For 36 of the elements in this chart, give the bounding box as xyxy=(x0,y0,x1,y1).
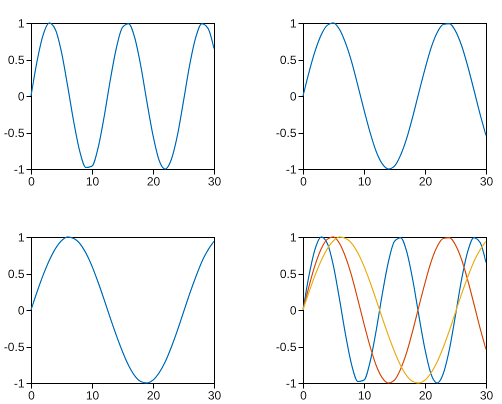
x-tick-label: 20 xyxy=(418,388,432,402)
y-tick-label: -1 xyxy=(286,162,297,176)
y-tick-label: 0 xyxy=(290,304,297,318)
y-tick-label: 0 xyxy=(18,304,25,318)
y-tick-label: 0.5 xyxy=(280,267,297,281)
x-tick-label: 10 xyxy=(86,174,100,188)
y-tick-label: 1 xyxy=(18,16,25,30)
y-tick-label: 0.5 xyxy=(8,267,25,281)
y-tick-label: 0.5 xyxy=(8,53,25,67)
y-tick-label: -1 xyxy=(286,376,297,390)
x-tick-label: 30 xyxy=(208,388,222,402)
y-tick-label: 0 xyxy=(18,90,25,104)
y-tick-label: -0.5 xyxy=(276,126,297,140)
y-tick-label: -1 xyxy=(14,162,25,176)
x-tick-label: 30 xyxy=(480,174,494,188)
y-tick-label: -0.5 xyxy=(276,340,297,354)
x-tick-label: 0 xyxy=(28,388,36,402)
x-tick-label: 20 xyxy=(146,174,160,188)
x-tick-label: 10 xyxy=(358,174,372,188)
y-tick-label: 1 xyxy=(18,230,25,244)
x-tick-label: 20 xyxy=(146,388,160,402)
x-tick-label: 0 xyxy=(300,174,308,188)
y-tick-label: 1 xyxy=(290,230,297,244)
x-tick-label: 10 xyxy=(358,388,372,402)
y-tick-label: -0.5 xyxy=(4,126,25,140)
y-tick-label: -0.5 xyxy=(4,340,25,354)
y-tick-label: 0.5 xyxy=(280,53,297,67)
y-tick-label: 0 xyxy=(290,90,297,104)
x-tick-label: 20 xyxy=(418,174,432,188)
x-tick-label: 30 xyxy=(208,174,222,188)
x-tick-label: 0 xyxy=(28,174,36,188)
x-tick-label: 30 xyxy=(480,388,494,402)
x-tick-label: 0 xyxy=(300,388,308,402)
y-tick-label: -1 xyxy=(14,376,25,390)
y-tick-label: 1 xyxy=(290,16,297,30)
x-tick-label: 10 xyxy=(86,388,100,402)
